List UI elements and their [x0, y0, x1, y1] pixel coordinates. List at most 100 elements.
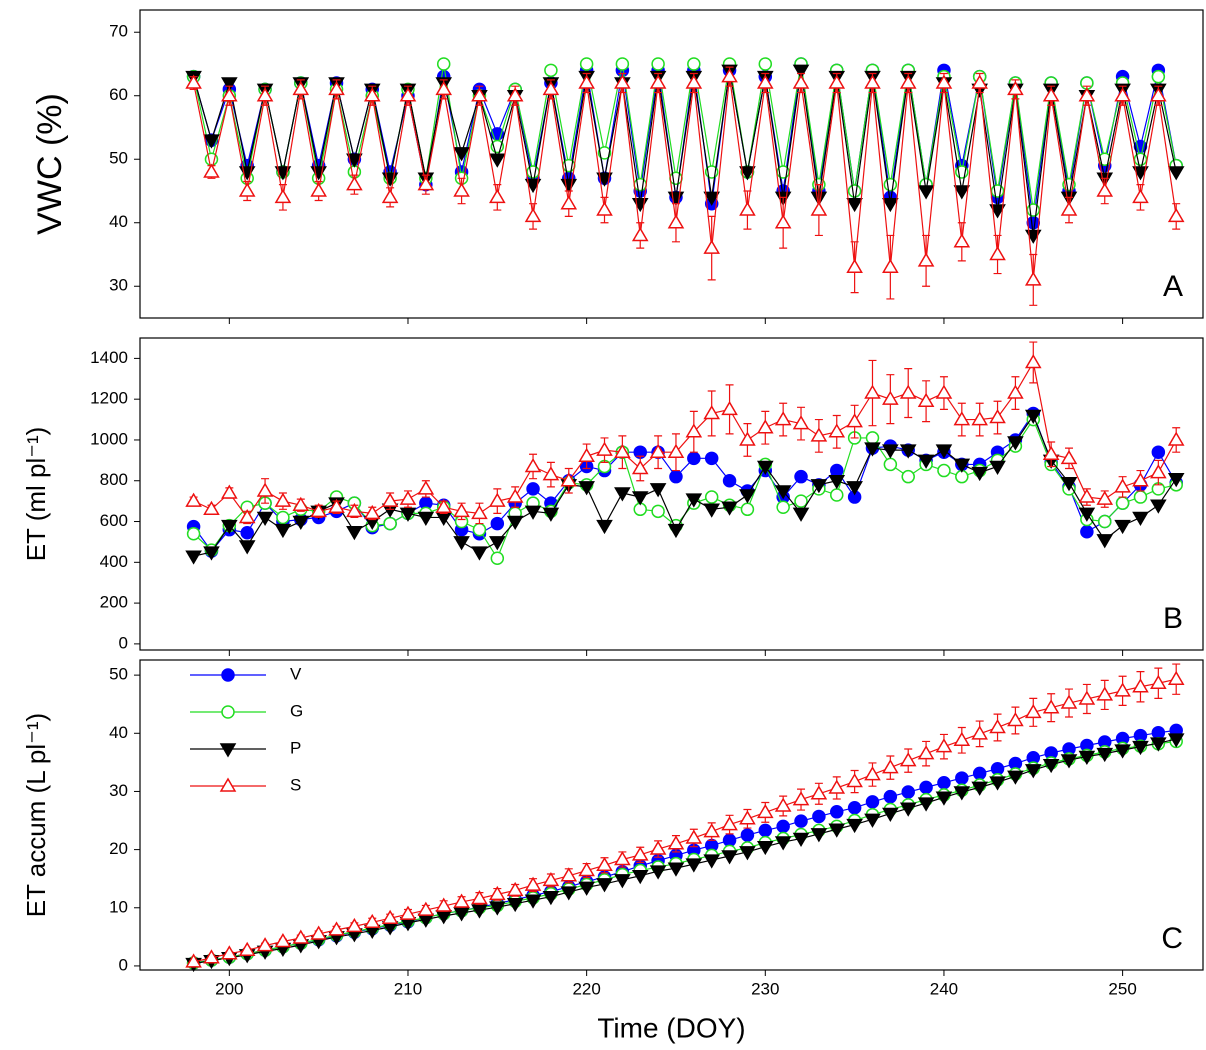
marker — [1132, 166, 1149, 181]
marker — [524, 505, 542, 520]
marker — [667, 835, 685, 850]
marker — [292, 80, 310, 96]
marker — [883, 177, 898, 192]
marker — [917, 454, 935, 469]
marker — [471, 546, 488, 561]
marker — [631, 491, 649, 506]
marker — [363, 87, 381, 102]
marker — [953, 731, 971, 747]
marker — [1114, 682, 1131, 697]
y-tick-label: 600 — [100, 511, 128, 530]
marker — [185, 74, 202, 89]
marker — [435, 511, 453, 526]
marker — [274, 492, 292, 507]
series-line — [193, 418, 1177, 560]
marker — [739, 431, 756, 446]
y-tick-label: 40 — [109, 212, 128, 231]
marker — [560, 178, 578, 194]
marker — [1007, 711, 1024, 727]
marker — [739, 166, 756, 181]
marker — [846, 258, 863, 273]
y-tick-label: 50 — [109, 149, 128, 168]
marker — [256, 937, 274, 952]
legend-label: P — [290, 738, 301, 757]
marker — [792, 64, 810, 79]
marker — [883, 457, 898, 472]
x-tick-label: 210 — [394, 979, 422, 998]
marker — [774, 214, 792, 229]
marker — [1096, 182, 1114, 197]
marker — [989, 409, 1006, 424]
marker — [722, 473, 737, 488]
marker — [792, 415, 810, 430]
marker — [1024, 271, 1042, 286]
marker — [883, 789, 898, 804]
y-tick-label: 10 — [109, 897, 128, 916]
legend-label: S — [290, 775, 301, 794]
plot-frame — [139, 659, 1204, 971]
marker — [667, 214, 685, 229]
legend-label: G — [290, 701, 303, 720]
marker — [203, 546, 220, 561]
marker — [417, 901, 435, 916]
marker — [1150, 464, 1167, 479]
marker — [955, 771, 969, 785]
series-layer — [185, 341, 1185, 565]
marker — [276, 510, 290, 525]
y-tick-label: 0 — [119, 633, 128, 652]
y-tick-label: 1200 — [90, 389, 128, 408]
marker — [865, 795, 880, 809]
marker — [685, 493, 703, 508]
marker — [219, 777, 237, 792]
marker — [758, 823, 773, 838]
marker — [453, 907, 470, 922]
marker — [830, 488, 844, 502]
marker — [203, 500, 220, 516]
marker — [185, 953, 202, 968]
marker — [756, 803, 774, 819]
marker — [901, 469, 915, 484]
marker — [614, 851, 631, 866]
marker — [669, 171, 683, 186]
marker — [238, 540, 256, 555]
marker — [471, 904, 488, 919]
marker — [1167, 431, 1185, 446]
marker — [489, 153, 506, 168]
marker — [989, 246, 1006, 261]
marker — [471, 504, 488, 520]
marker — [756, 419, 774, 434]
marker — [828, 423, 846, 438]
marker — [1133, 490, 1148, 504]
marker — [1114, 478, 1131, 493]
marker — [989, 718, 1006, 734]
marker — [346, 153, 363, 168]
marker — [1114, 744, 1131, 759]
marker — [524, 457, 542, 473]
marker — [774, 485, 792, 500]
marker — [1042, 445, 1060, 460]
marker — [1096, 490, 1114, 505]
marker — [417, 511, 435, 526]
marker — [882, 258, 899, 273]
y-tick-label: 800 — [100, 470, 128, 489]
marker — [435, 80, 453, 96]
marker — [953, 458, 971, 473]
marker — [614, 487, 631, 502]
marker — [238, 182, 256, 197]
series-line — [193, 412, 1177, 553]
marker — [346, 917, 363, 933]
marker — [614, 874, 631, 889]
marker — [1132, 188, 1149, 204]
marker — [526, 165, 540, 179]
marker — [971, 781, 988, 796]
marker — [435, 498, 453, 514]
marker — [1150, 674, 1167, 690]
marker — [256, 87, 274, 102]
marker — [756, 460, 774, 475]
x-axis-label: Time (DOY) — [597, 1012, 745, 1043]
legend-label: V — [290, 664, 302, 683]
marker — [830, 463, 844, 478]
marker — [882, 390, 899, 405]
marker — [685, 858, 703, 873]
marker — [722, 833, 737, 848]
